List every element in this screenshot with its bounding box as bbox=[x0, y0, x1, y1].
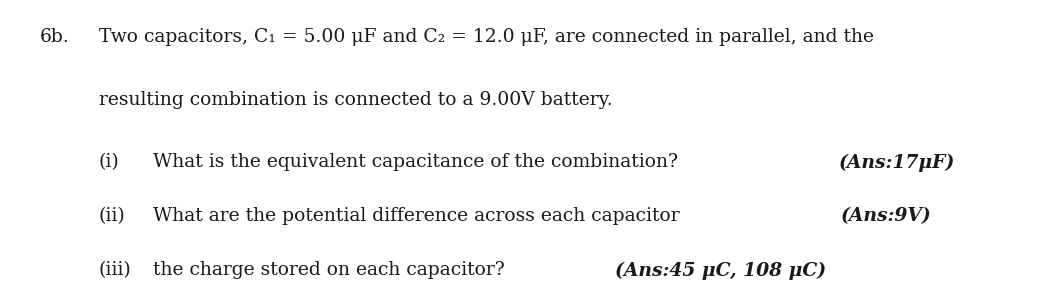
Text: What is the equivalent capacitance of the combination?: What is the equivalent capacitance of th… bbox=[153, 153, 684, 171]
Text: What are the potential difference across each capacitor: What are the potential difference across… bbox=[153, 207, 686, 225]
Text: (Ans:45 μC, 108 μC): (Ans:45 μC, 108 μC) bbox=[615, 261, 826, 279]
Text: (Ans:17μF): (Ans:17μF) bbox=[839, 153, 955, 172]
Text: resulting combination is connected to a 9.00V battery.: resulting combination is connected to a … bbox=[99, 91, 612, 109]
Text: (ii): (ii) bbox=[99, 207, 125, 225]
Text: Two capacitors, C₁ = 5.00 μF and C₂ = 12.0 μF, are connected in parallel, and th: Two capacitors, C₁ = 5.00 μF and C₂ = 12… bbox=[99, 28, 873, 46]
Text: (iii): (iii) bbox=[99, 261, 132, 279]
Text: 6b.: 6b. bbox=[39, 28, 69, 46]
Text: (i): (i) bbox=[99, 153, 119, 171]
Text: the charge stored on each capacitor?: the charge stored on each capacitor? bbox=[153, 261, 511, 279]
Text: (Ans:9V): (Ans:9V) bbox=[841, 207, 931, 225]
